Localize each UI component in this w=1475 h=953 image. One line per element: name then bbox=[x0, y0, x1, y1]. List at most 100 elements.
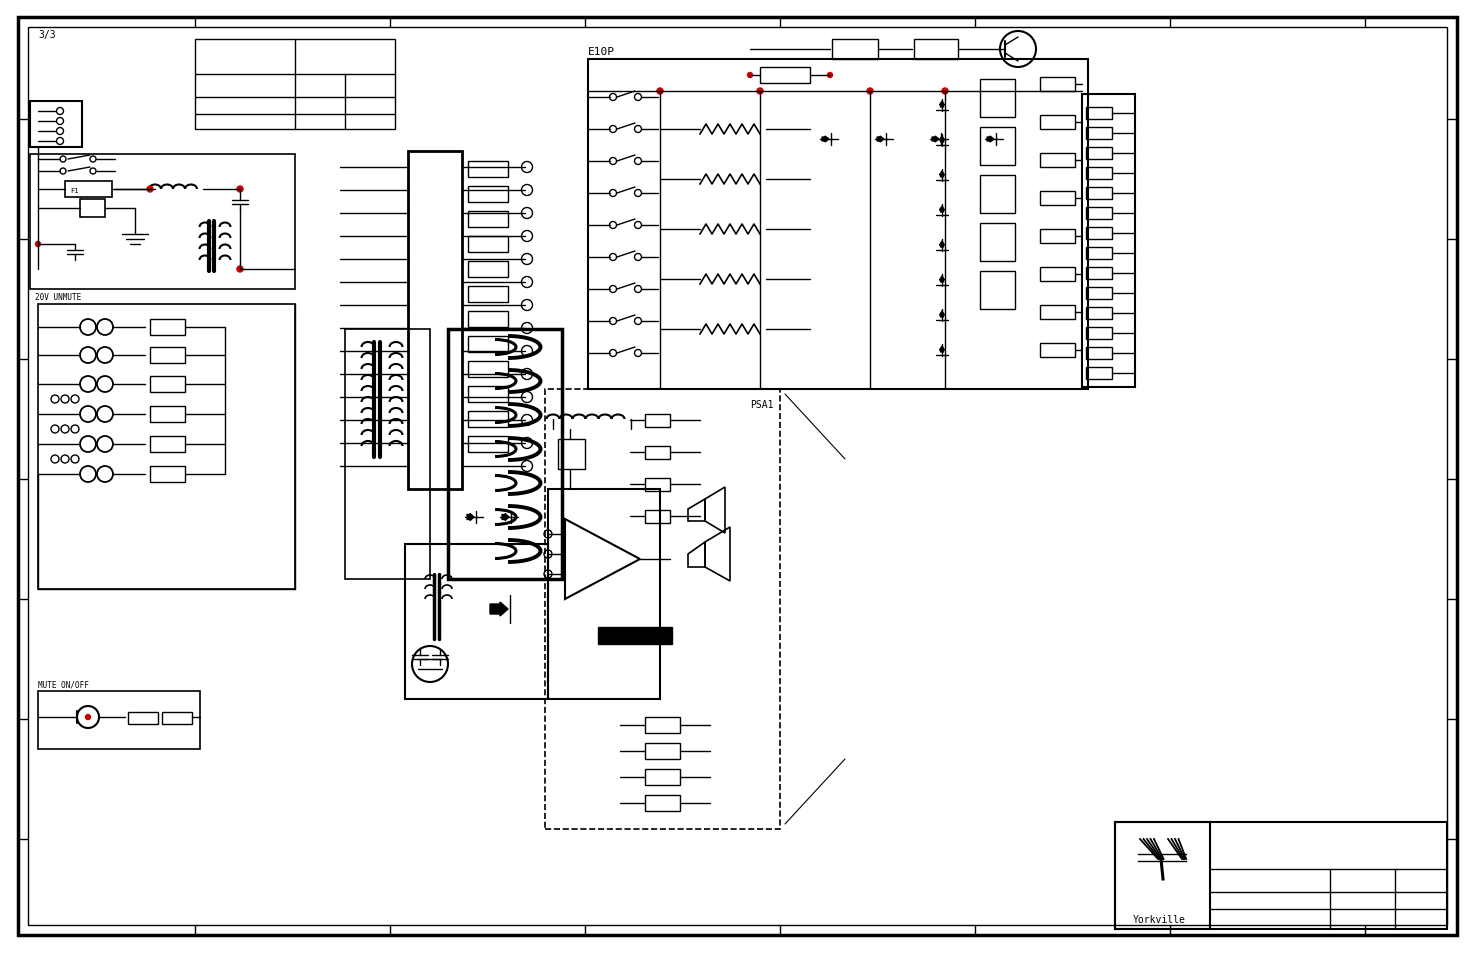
Bar bbox=[979, 224, 1015, 262]
Bar bbox=[1086, 128, 1112, 140]
Bar bbox=[468, 387, 507, 402]
Bar bbox=[409, 152, 462, 490]
Circle shape bbox=[656, 89, 662, 95]
FancyArrow shape bbox=[940, 172, 944, 178]
Bar bbox=[645, 795, 680, 811]
FancyArrow shape bbox=[822, 137, 829, 143]
Bar bbox=[1115, 822, 1447, 929]
Bar bbox=[1040, 116, 1075, 130]
FancyArrow shape bbox=[502, 514, 509, 521]
Bar bbox=[760, 68, 810, 84]
Bar bbox=[468, 287, 507, 303]
Bar bbox=[468, 436, 507, 453]
FancyArrow shape bbox=[987, 137, 994, 143]
Bar bbox=[468, 236, 507, 253]
Bar bbox=[1086, 148, 1112, 160]
Bar bbox=[345, 330, 431, 579]
Text: E10P: E10P bbox=[589, 47, 615, 57]
Circle shape bbox=[867, 89, 873, 95]
Bar bbox=[38, 305, 295, 589]
Bar bbox=[1040, 153, 1075, 168]
Circle shape bbox=[35, 242, 40, 247]
Text: F1: F1 bbox=[69, 188, 78, 193]
FancyArrow shape bbox=[932, 137, 940, 143]
Bar bbox=[1040, 192, 1075, 206]
Circle shape bbox=[827, 73, 832, 78]
Bar bbox=[979, 175, 1015, 213]
Text: 3/3: 3/3 bbox=[38, 30, 56, 40]
Bar bbox=[1086, 188, 1112, 200]
Bar bbox=[1086, 348, 1112, 359]
FancyArrow shape bbox=[940, 137, 944, 143]
Circle shape bbox=[237, 187, 243, 193]
Circle shape bbox=[237, 188, 242, 193]
Bar bbox=[30, 102, 83, 148]
Bar bbox=[80, 200, 105, 218]
Bar bbox=[448, 330, 562, 579]
FancyArrow shape bbox=[878, 137, 884, 143]
Bar bbox=[1086, 368, 1112, 379]
Bar bbox=[1086, 268, 1112, 280]
FancyArrow shape bbox=[468, 514, 473, 521]
FancyArrow shape bbox=[940, 102, 944, 108]
Bar bbox=[1040, 306, 1075, 319]
Circle shape bbox=[867, 90, 873, 94]
Bar bbox=[914, 40, 957, 60]
Bar bbox=[468, 212, 507, 228]
Bar bbox=[558, 439, 586, 470]
Bar bbox=[468, 187, 507, 203]
Bar bbox=[979, 272, 1015, 310]
Bar bbox=[1086, 328, 1112, 339]
Bar bbox=[1086, 248, 1112, 260]
Bar bbox=[406, 544, 549, 700]
Bar bbox=[1040, 230, 1075, 244]
Bar bbox=[1086, 108, 1112, 120]
Circle shape bbox=[943, 90, 947, 94]
Bar bbox=[1083, 95, 1134, 388]
Bar bbox=[1086, 168, 1112, 180]
Circle shape bbox=[237, 267, 242, 273]
Bar bbox=[1086, 288, 1112, 299]
Circle shape bbox=[757, 89, 763, 95]
Bar bbox=[544, 390, 780, 829]
Text: MUTE ON/OFF: MUTE ON/OFF bbox=[38, 679, 88, 689]
Circle shape bbox=[943, 89, 948, 95]
Bar bbox=[150, 376, 184, 393]
Bar bbox=[1040, 344, 1075, 357]
Bar bbox=[150, 407, 184, 422]
Bar bbox=[65, 182, 112, 198]
Bar bbox=[1115, 822, 1209, 929]
Bar bbox=[645, 415, 670, 428]
Bar bbox=[1086, 228, 1112, 240]
Bar bbox=[979, 128, 1015, 166]
Bar bbox=[832, 40, 878, 60]
Bar bbox=[597, 627, 673, 644]
Text: PSA1: PSA1 bbox=[749, 399, 773, 410]
Bar bbox=[30, 154, 295, 290]
Bar bbox=[468, 412, 507, 428]
Text: Yorkville: Yorkville bbox=[1133, 914, 1186, 924]
FancyArrow shape bbox=[490, 602, 507, 617]
Bar bbox=[645, 447, 670, 459]
Circle shape bbox=[86, 715, 90, 720]
FancyArrow shape bbox=[940, 207, 944, 213]
FancyArrow shape bbox=[940, 312, 944, 317]
Bar bbox=[1040, 268, 1075, 282]
Bar bbox=[979, 80, 1015, 118]
Bar bbox=[150, 467, 184, 482]
Bar bbox=[150, 319, 184, 335]
Bar bbox=[468, 361, 507, 377]
Bar bbox=[468, 262, 507, 277]
Bar bbox=[128, 712, 158, 724]
Bar bbox=[645, 718, 680, 733]
Bar bbox=[1086, 308, 1112, 319]
Bar bbox=[150, 436, 184, 453]
Bar bbox=[1086, 208, 1112, 220]
Circle shape bbox=[758, 90, 763, 94]
Bar bbox=[150, 348, 184, 364]
Circle shape bbox=[658, 90, 662, 94]
Bar bbox=[468, 336, 507, 353]
Bar bbox=[645, 478, 670, 492]
Bar bbox=[162, 712, 192, 724]
Circle shape bbox=[148, 187, 153, 193]
